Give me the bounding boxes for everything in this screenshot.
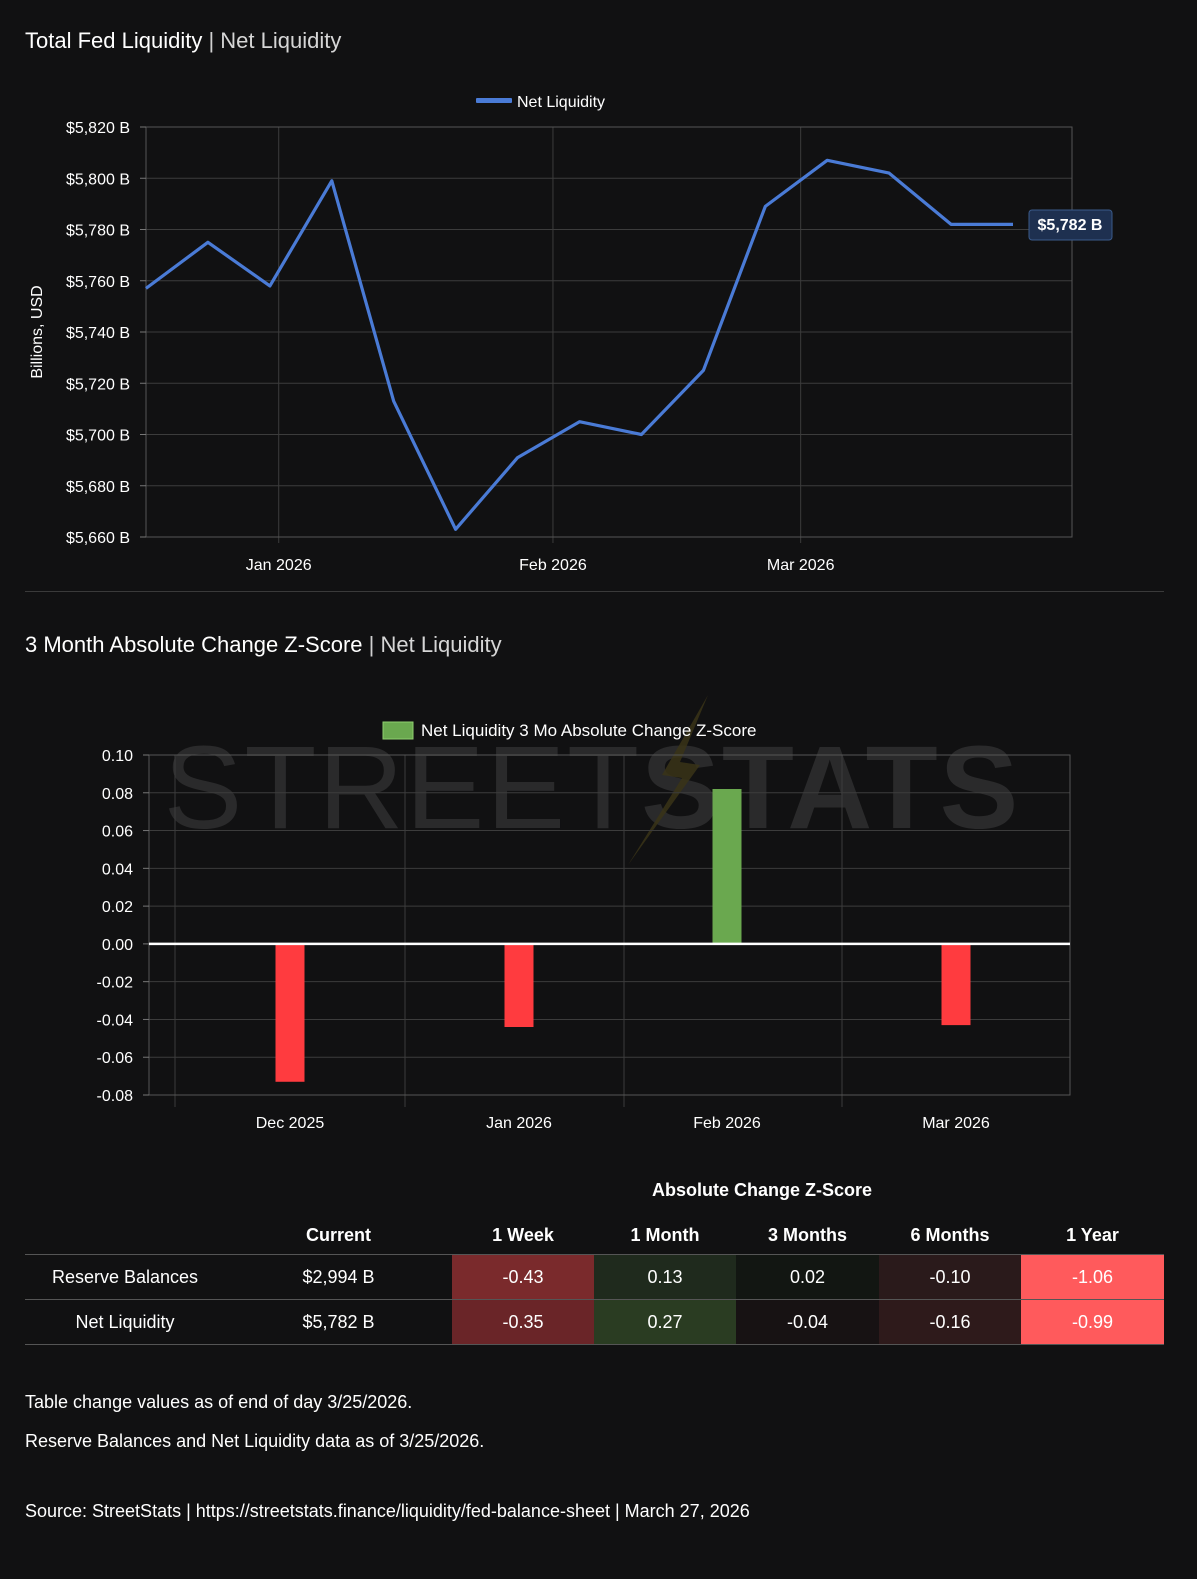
- row-name: Reserve Balances: [25, 1254, 225, 1300]
- chart2-x-tick-label: Dec 2025: [256, 1115, 325, 1132]
- chart1-y-tick-label: $5,780 B: [66, 223, 130, 240]
- chart1-title-separator: |: [208, 28, 215, 53]
- zscore-cell: 0.02: [736, 1254, 879, 1300]
- chart1-y-tick-label: $5,700 B: [66, 428, 130, 445]
- zscore-cell: -1.06: [1021, 1254, 1164, 1300]
- chart2-y-tick-label: 0.02: [102, 899, 133, 916]
- chart1-y-tick-label: $5,760 B: [66, 274, 130, 291]
- chart2-title: 3 Month Absolute Change Z-Score | Net Li…: [25, 632, 502, 658]
- chart2-title-sub: Net Liquidity: [380, 632, 502, 657]
- note-table-values: Table change values as of end of day 3/2…: [25, 1392, 413, 1412]
- table-group-header: Absolute Change Z-Score: [651, 1180, 873, 1200]
- zscore-cell: -0.99: [1021, 1299, 1164, 1345]
- chart1-y-axis-label: Billions, USD: [29, 285, 46, 378]
- chart2-legend: Net Liquidity 3 Mo Absolute Change Z-Sco…: [382, 721, 756, 740]
- chart2-y-tick-label: 0.10: [102, 748, 133, 765]
- chart2-y-tick-label: -0.02: [97, 975, 134, 992]
- chart1-x-tick-label: Mar 2026: [767, 557, 835, 574]
- chart1-title: Total Fed Liquidity | Net Liquidity: [25, 28, 341, 54]
- chart1-y-ticks: $5,820 B $5,800 B $5,780 B $5,760 B $5,740 B…: [66, 120, 146, 547]
- note-data-date: Reserve Balances and Net Liquidity data …: [25, 1431, 485, 1451]
- chart2-title-separator: |: [368, 632, 375, 657]
- chart1-y-tick-label: $5,820 B: [66, 120, 130, 137]
- header-current: Current: [305, 1224, 371, 1245]
- section-divider: [25, 591, 1164, 592]
- chart1-y-tick-label: $5,800 B: [66, 171, 130, 188]
- chart2-y-tick-label: 0.08: [102, 786, 133, 803]
- zscore-cell: -0.04: [736, 1299, 879, 1345]
- chart2-y-tick-label: -0.04: [97, 1012, 134, 1029]
- zscore-bar: [504, 943, 534, 1027]
- watermark-bolt-icon: [628, 695, 708, 865]
- table-row: Net Liquidity $5,782 B -0.35 0.27 -0.04 …: [25, 1299, 1164, 1345]
- header-3-months: 3 Months: [768, 1224, 847, 1245]
- zscore-bar-chart: STREETSTATS 0.10 0.08 0.06 0.04 0.02 0.00 -0.0…: [97, 695, 1071, 1132]
- chart2-y-tick-label: -0.08: [97, 1088, 134, 1105]
- chart1-legend: Net Liquidity: [476, 94, 605, 111]
- header-1-week: 1 Week: [492, 1224, 554, 1245]
- watermark-text: STREETSTATS: [164, 722, 1021, 854]
- chart2-bars: [275, 789, 971, 1082]
- streetstats-watermark: STREETSTATS: [164, 695, 1021, 865]
- chart1-y-tick-label: $5,720 B: [66, 376, 130, 393]
- row-current: $2,994 B: [225, 1254, 452, 1300]
- zscore-cell: -0.35: [452, 1299, 594, 1345]
- header-name: [25, 1216, 225, 1255]
- last-value-text: $5,782 B: [1038, 217, 1103, 234]
- header-6-months: 6 Months: [910, 1224, 990, 1245]
- net-liquidity-series-line: [145, 158, 1013, 531]
- chart1-grid: [145, 126, 1073, 543]
- chart2-title-main: 3 Month Absolute Change Z-Score: [25, 632, 363, 657]
- chart1-x-tick-label: Jan 2026: [246, 557, 312, 574]
- zscore-cell: 0.13: [594, 1254, 736, 1300]
- chart1-title-main: Total Fed Liquidity: [25, 28, 203, 53]
- chart2-y-tick-label: -0.06: [97, 1050, 134, 1067]
- chart1-x-tick-label: Feb 2026: [519, 557, 587, 574]
- chart2-x-tick-label: Jan 2026: [486, 1115, 552, 1132]
- zscore-bar: [712, 789, 742, 944]
- chart1-y-tick-label: $5,660 B: [66, 530, 130, 547]
- chart2-plot-frame: [148, 754, 1071, 1096]
- zscore-bar: [941, 943, 971, 1026]
- table-row: Reserve Balances $2,994 B -0.43 0.13 0.0…: [25, 1254, 1164, 1300]
- chart1-y-tick-label: $5,680 B: [66, 479, 130, 496]
- chart2-legend-swatch: [382, 721, 414, 740]
- net-liquidity-line-chart: $5,820 B $5,800 B $5,780 B $5,760 B $5,740 B…: [29, 94, 1113, 574]
- chart1-legend-swatch: [476, 98, 512, 103]
- chart1-title-sub: Net Liquidity: [220, 28, 342, 53]
- chart1-x-ticks: Jan 2026 Feb 2026 Mar 2026: [246, 557, 835, 574]
- row-name: Net Liquidity: [25, 1299, 225, 1345]
- zscore-cell: -0.10: [879, 1254, 1021, 1300]
- zscore-table: Current 1 Week 1 Month 3 Months 6 Months…: [25, 1216, 1164, 1345]
- chart2-legend-label: Net Liquidity 3 Mo Absolute Change Z-Sco…: [421, 721, 756, 740]
- chart2-x-ticks: Dec 2025 Jan 2026 Feb 2026 Mar 2026: [256, 1115, 990, 1132]
- header-1-month: 1 Month: [630, 1224, 700, 1245]
- chart1-legend-label: Net Liquidity: [517, 94, 605, 111]
- chart2-y-ticks: 0.10 0.08 0.06 0.04 0.02 0.00 -0.02 -0.04 -0.06 -…: [97, 748, 149, 1105]
- chart2-x-tick-label: Mar 2026: [922, 1115, 990, 1132]
- zscore-bar: [275, 943, 305, 1082]
- source-line: Source: StreetStats | https://streetstat…: [25, 1501, 750, 1521]
- header-1-year: 1 Year: [1066, 1224, 1119, 1245]
- table-header-row: Current 1 Week 1 Month 3 Months 6 Months…: [25, 1216, 1164, 1255]
- zscore-cell: 0.27: [594, 1299, 736, 1345]
- last-value-badge: [1028, 209, 1113, 241]
- zscore-cell: -0.43: [452, 1254, 594, 1300]
- chart2-y-tick-label: 0.00: [102, 937, 133, 954]
- chart2-y-tick-label: 0.06: [102, 824, 133, 841]
- chart2-y-tick-label: 0.04: [102, 861, 133, 878]
- chart1-y-tick-label: $5,740 B: [66, 325, 130, 342]
- chart1-last-value-label: $5,782 B: [1028, 209, 1113, 241]
- chart2-x-tick-label: Feb 2026: [693, 1115, 761, 1132]
- zscore-cell: -0.16: [879, 1299, 1021, 1345]
- row-current: $5,782 B: [225, 1299, 452, 1345]
